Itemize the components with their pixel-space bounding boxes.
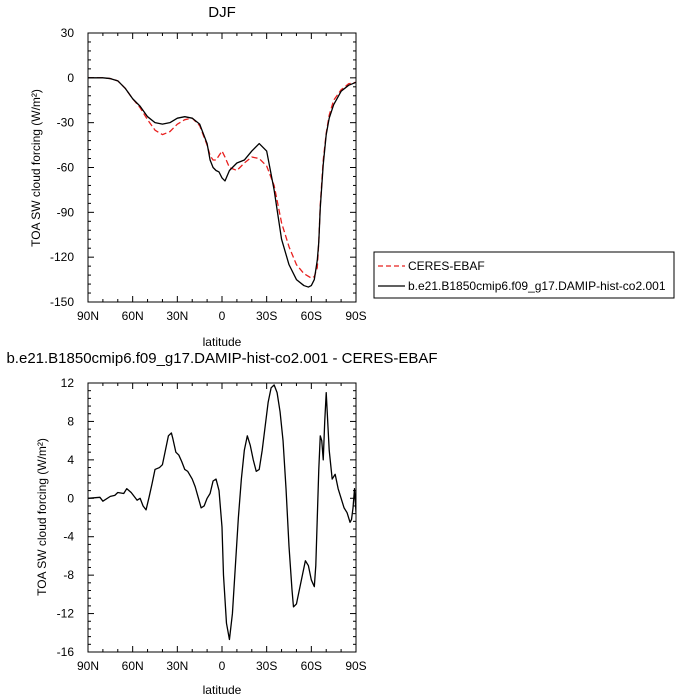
top-plot-frame [87,32,357,303]
top-series-line-1 [88,77,356,288]
bottom-x-tick-label: 90S [345,659,366,673]
bottom-y-tick-label: -12 [57,607,75,621]
top-y-tick-label: -120 [50,250,74,264]
bottom-x-axis-label: latitude [203,683,242,697]
bottom-y-tick-label: -8 [63,568,74,582]
top-x-tick-label: 0 [219,309,226,323]
legend: CERES-EBAF b.e21.B1850cmip6.f09_g17.DAMI… [373,251,675,299]
top-x-tick-label: 30S [256,309,277,323]
legend-label-ceres: CERES-EBAF [408,259,485,273]
bottom-x-tick-label: 60S [301,659,322,673]
top-x-tick-label: 60N [122,309,144,323]
top-panel: DJF 90N 60N 30N 0 30S 60S 90S -150 -120 -90 -60 -30… [29,4,367,349]
bottom-y-tick-label: 8 [67,414,74,428]
bottom-y-tick-label: -4 [63,530,74,544]
bottom-panel: b.e21.B1850cmip6.f09_g17.DAMIP-hist-co2.… [6,350,437,697]
top-x-tick-label: 60S [301,309,322,323]
bottom-y-tick-label: 12 [61,376,75,390]
bottom-x-tick-label: 90N [77,659,99,673]
bottom-plot-frame [87,382,357,653]
top-y-tick-label: -30 [57,116,75,130]
top-y-tick-label: 30 [61,26,75,40]
bottom-y-axis-label: TOA SW cloud forcing (W/m²) [35,438,49,596]
top-panel-title: DJF [208,4,236,21]
bottom-x-tick-label: 60N [122,659,144,673]
top-y-axis-label: TOA SW cloud forcing (W/m²) [29,89,43,247]
top-plot-area: 90N 60N 30N 0 30S 60S 90S -150 -120 -90 -60 -30 0 30 [50,26,367,323]
top-x-tick-label: 30N [166,309,188,323]
bottom-panel-title: b.e21.B1850cmip6.f09_g17.DAMIP-hist-co2.… [6,350,437,367]
bottom-series-line-0 [88,384,356,641]
bottom-y-tick-label: -16 [57,645,75,659]
top-y-tick-label: 0 [67,71,74,85]
top-x-tick-label: 90N [77,309,99,323]
bottom-x-tick-label: 0 [219,659,226,673]
bottom-x-tick-label: 30N [166,659,188,673]
top-y-tick-label: -150 [50,295,74,309]
top-x-axis-label: latitude [203,335,242,349]
bottom-y-tick-label: 0 [67,491,74,505]
legend-label-model: b.e21.B1850cmip6.f09_g17.DAMIP-hist-co2.… [408,279,666,293]
top-x-tick-label: 90S [345,309,366,323]
top-y-tick-label: -60 [57,161,75,175]
bottom-y-tick-label: 4 [67,453,74,467]
bottom-plot-area: 90N 60N 30N 0 30S 60S 90S -16 -12 -8 -4 0 4 8 12 [57,376,367,673]
legend-box [373,251,675,299]
top-y-tick-label: -90 [57,205,75,219]
top-series-line-0 [88,77,356,279]
bottom-x-tick-label: 30S [256,659,277,673]
